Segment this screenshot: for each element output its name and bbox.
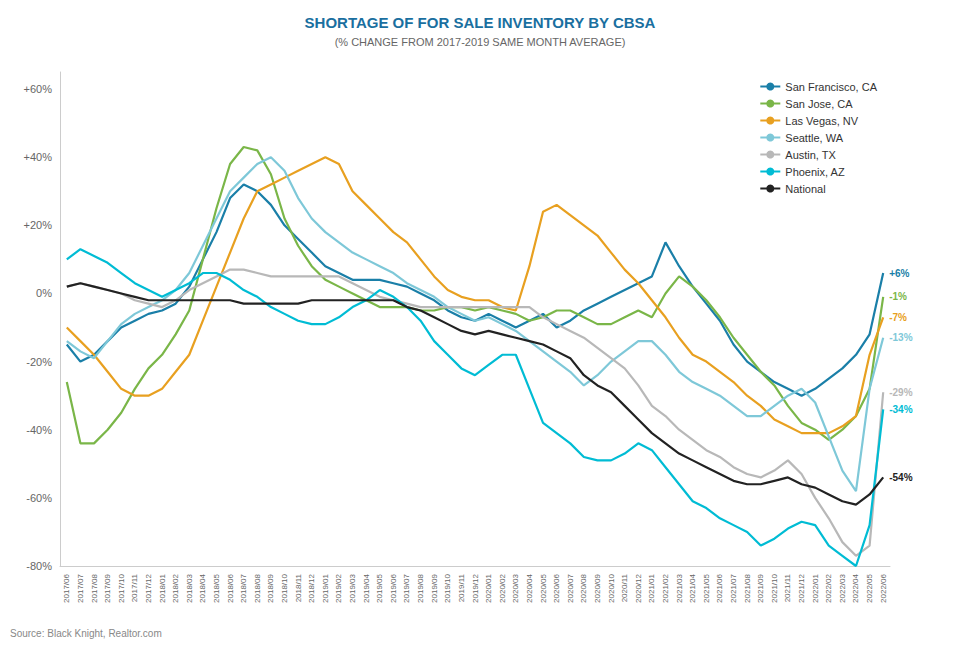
svg-text:2019/04: 2019/04 [362,573,371,602]
svg-text:2018/02: 2018/02 [171,573,180,602]
svg-text:2020/09: 2020/09 [593,573,602,602]
svg-text:+20%: +20% [24,219,53,231]
svg-text:2021/07: 2021/07 [729,573,738,602]
svg-text:Las Vegas, NV: Las Vegas, NV [785,115,858,127]
svg-text:-60%: -60% [26,492,52,504]
svg-text:2020/05: 2020/05 [539,573,548,602]
svg-text:San Jose, CA: San Jose, CA [785,98,853,110]
svg-text:2019/03: 2019/03 [348,573,357,602]
svg-text:2021/02: 2021/02 [661,573,670,602]
svg-text:2020/12: 2020/12 [634,573,643,602]
svg-text:2019/02: 2019/02 [334,573,343,602]
svg-text:-29%: -29% [889,387,912,398]
svg-text:2019/01: 2019/01 [321,573,330,602]
svg-text:2020/04: 2020/04 [525,573,534,602]
svg-text:2020/06: 2020/06 [552,573,561,602]
svg-text:2019/05: 2019/05 [375,573,384,602]
svg-text:2020/07: 2020/07 [566,573,575,602]
svg-text:(% CHANGE FROM 2017-2019 SAME: (% CHANGE FROM 2017-2019 SAME MONTH AVER… [335,36,626,48]
svg-text:2022/04: 2022/04 [851,573,860,602]
svg-text:2021/10: 2021/10 [770,573,779,602]
svg-text:2020/11: 2020/11 [620,573,629,602]
svg-text:SHORTAGE OF FOR SALE INVENTORY: SHORTAGE OF FOR SALE INVENTORY BY CBSA [305,14,656,31]
svg-text:2022/02: 2022/02 [824,573,833,602]
svg-text:-40%: -40% [26,424,52,436]
svg-text:2018/11: 2018/11 [294,573,303,602]
svg-text:2018/04: 2018/04 [198,573,207,602]
svg-text:2018/08: 2018/08 [253,573,262,602]
svg-text:2019/12: 2019/12 [471,573,480,602]
svg-text:2022/06: 2022/06 [879,573,888,602]
svg-text:2020/03: 2020/03 [511,573,520,602]
svg-text:2020/02: 2020/02 [498,573,507,602]
svg-text:2021/03: 2021/03 [675,573,684,602]
svg-text:2021/04: 2021/04 [688,573,697,602]
svg-text:2019/11: 2019/11 [457,573,466,602]
svg-text:2018/05: 2018/05 [212,573,221,602]
svg-text:2018/03: 2018/03 [185,573,194,602]
svg-text:2022/03: 2022/03 [838,573,847,602]
svg-text:2017/12: 2017/12 [144,573,153,602]
svg-text:2021/05: 2021/05 [702,573,711,602]
svg-text:-54%: -54% [889,472,912,483]
svg-text:2020/10: 2020/10 [607,573,616,602]
svg-text:2018/10: 2018/10 [280,573,289,602]
svg-text:2020/08: 2020/08 [579,573,588,602]
svg-text:2018/09: 2018/09 [266,573,275,602]
svg-text:2021/06: 2021/06 [715,573,724,602]
svg-text:2018/12: 2018/12 [307,573,316,602]
svg-text:2017/06: 2017/06 [62,573,71,602]
svg-text:-20%: -20% [26,356,52,368]
svg-text:2019/06: 2019/06 [389,573,398,602]
svg-text:National: National [785,183,825,195]
svg-text:Source: Black Knight, Realtor.: Source: Black Knight, Realtor.com [10,628,162,639]
svg-text:2021/01: 2021/01 [647,573,656,602]
svg-text:+6%: +6% [889,268,909,279]
svg-text:2017/08: 2017/08 [90,573,99,602]
svg-text:2021/12: 2021/12 [797,573,806,602]
svg-text:2019/09: 2019/09 [430,573,439,602]
svg-text:2018/01: 2018/01 [158,573,167,602]
svg-text:-7%: -7% [889,312,907,323]
svg-text:Austin, TX: Austin, TX [785,149,836,161]
svg-text:2019/07: 2019/07 [402,573,411,602]
svg-text:2018/06: 2018/06 [226,573,235,602]
svg-text:2019/08: 2019/08 [416,573,425,602]
svg-text:2017/07: 2017/07 [76,573,85,602]
svg-text:0%: 0% [36,287,52,299]
svg-text:+40%: +40% [24,151,53,163]
svg-text:-1%: -1% [889,291,907,302]
svg-text:2019/10: 2019/10 [443,573,452,602]
svg-text:-34%: -34% [889,404,912,415]
svg-text:2021/09: 2021/09 [756,573,765,602]
svg-text:Phoenix, AZ: Phoenix, AZ [785,166,845,178]
svg-text:-80%: -80% [26,560,52,572]
svg-text:Seattle, WA: Seattle, WA [785,132,843,144]
svg-text:2017/09: 2017/09 [103,573,112,602]
svg-text:2021/08: 2021/08 [743,573,752,602]
svg-text:2017/11: 2017/11 [130,573,139,602]
svg-text:2020/01: 2020/01 [484,573,493,602]
svg-text:2017/10: 2017/10 [117,573,126,602]
svg-text:San Francisco, CA: San Francisco, CA [785,81,877,93]
svg-text:2018/07: 2018/07 [239,573,248,602]
svg-text:2021/11: 2021/11 [783,573,792,602]
svg-text:-13%: -13% [889,332,912,343]
svg-text:2022/05: 2022/05 [865,573,874,602]
svg-text:2022/01: 2022/01 [811,573,820,602]
svg-text:+60%: +60% [24,83,53,95]
